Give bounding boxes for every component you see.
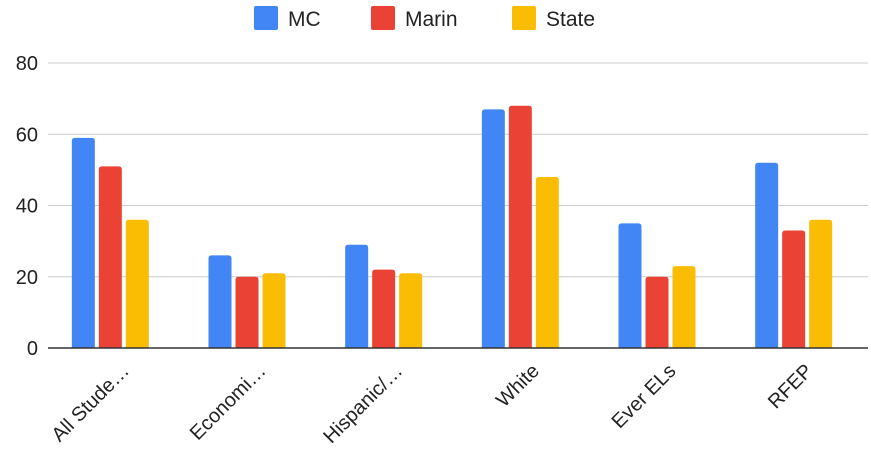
bar-mc-1 — [208, 255, 232, 348]
bar-marin-2 — [372, 269, 396, 348]
y-tick-label-60: 60 — [16, 124, 38, 146]
bar-state-3 — [535, 177, 559, 348]
legend-swatch-state — [512, 6, 536, 30]
bar-state-4 — [672, 266, 696, 348]
gridlines — [48, 62, 868, 278]
bar-marin-0 — [98, 166, 122, 348]
legend: MC Marin State — [254, 6, 595, 31]
bar-marin-5 — [782, 230, 806, 348]
legend-swatch-marin — [371, 6, 395, 30]
y-tick-label-20: 20 — [16, 267, 38, 289]
y-tick-label-40: 40 — [16, 196, 38, 218]
bar-mc-4 — [618, 223, 642, 348]
bar-state-1 — [262, 273, 286, 348]
x-axis-labels: All Stude… Economi… Hispanic/… White Ever EL… — [48, 360, 818, 448]
y-tick-label-0: 0 — [27, 338, 38, 360]
x-tick-label-5: RFEP — [764, 360, 817, 413]
bar-mc-0 — [71, 137, 95, 348]
bar-state-2 — [399, 273, 423, 348]
y-axis-ticks: 0 20 40 60 80 — [16, 53, 38, 360]
bar-mc-2 — [345, 244, 369, 348]
x-tick-label-1: Economi… — [186, 360, 271, 445]
bar-state-5 — [809, 219, 833, 348]
bar-marin-1 — [235, 276, 259, 348]
bar-marin-4 — [645, 276, 669, 348]
bar-state-0 — [125, 219, 149, 348]
bar-marin-3 — [508, 105, 532, 348]
bars — [71, 105, 833, 348]
legend-swatch-mc — [254, 6, 278, 30]
x-tick-label-4: Ever ELs — [608, 360, 681, 433]
y-tick-label-80: 80 — [16, 53, 38, 75]
bar-mc-5 — [755, 162, 779, 348]
x-tick-label-3: White — [492, 360, 544, 412]
legend-label-state: State — [546, 8, 595, 31]
x-tick-label-0: All Stude… — [48, 360, 134, 446]
x-tick-label-2: Hispanic/… — [319, 360, 407, 448]
bar-mc-3 — [481, 109, 505, 348]
legend-label-marin: Marin — [405, 8, 458, 31]
legend-label-mc: MC — [288, 8, 321, 31]
